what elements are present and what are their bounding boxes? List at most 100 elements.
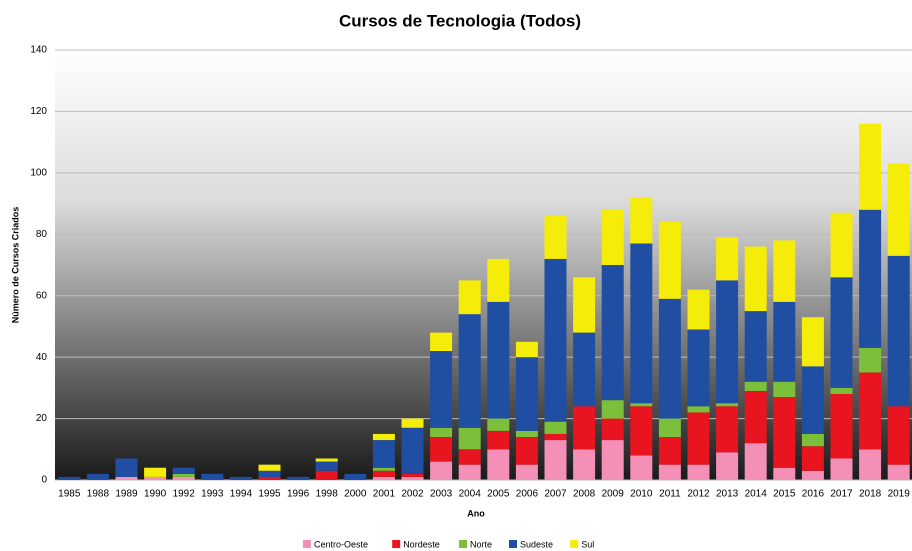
legend-label: Norte bbox=[470, 539, 492, 549]
x-tick-label: 2012 bbox=[687, 489, 710, 500]
bar-segment bbox=[887, 464, 910, 480]
bar-segment bbox=[287, 476, 310, 480]
bar-segment bbox=[687, 406, 710, 413]
bar-segment bbox=[601, 209, 624, 265]
bar-segment bbox=[115, 458, 138, 477]
x-tick-label: 2014 bbox=[745, 489, 768, 500]
bar-segment bbox=[630, 243, 653, 404]
legend-label: Nordeste bbox=[403, 539, 440, 549]
x-tick-label: 1994 bbox=[230, 489, 253, 500]
bar-segment bbox=[830, 387, 853, 394]
legend-swatch bbox=[570, 540, 579, 548]
x-tick-label: 1992 bbox=[173, 489, 196, 500]
y-tick-label: 140 bbox=[30, 45, 47, 56]
bar-segment bbox=[401, 476, 424, 480]
bar-segment bbox=[172, 467, 195, 474]
bar-segment bbox=[601, 440, 624, 480]
x-tick-label: 2016 bbox=[802, 489, 825, 500]
x-tick-label: 2010 bbox=[630, 489, 653, 500]
bar-segment bbox=[515, 437, 538, 465]
bar-segment bbox=[401, 473, 424, 477]
x-tick-label: 1995 bbox=[258, 489, 281, 500]
bar-segment bbox=[830, 458, 853, 480]
bar-segment bbox=[601, 265, 624, 401]
bar-segment bbox=[372, 440, 395, 468]
bar-segment bbox=[573, 332, 596, 407]
bar-segment bbox=[401, 427, 424, 474]
bar-segment bbox=[801, 366, 824, 434]
bar-segment bbox=[458, 280, 481, 315]
bar-segment bbox=[515, 430, 538, 437]
bar-segment bbox=[859, 123, 882, 210]
bar-segment bbox=[744, 381, 767, 391]
bar-segment bbox=[544, 433, 567, 441]
bar-segment bbox=[859, 209, 882, 348]
bar-segment bbox=[544, 440, 567, 480]
bar-segment bbox=[887, 255, 910, 407]
bar-segment bbox=[458, 464, 481, 480]
bar-segment bbox=[859, 347, 882, 373]
y-tick-label: 40 bbox=[36, 352, 48, 363]
x-tick-label: 2000 bbox=[344, 489, 367, 500]
bar-segment bbox=[716, 403, 739, 407]
bar-segment bbox=[201, 473, 224, 480]
bar-segment bbox=[258, 476, 281, 480]
bar-segment bbox=[801, 446, 824, 471]
bar-segment bbox=[86, 473, 109, 480]
bar-segment bbox=[115, 476, 138, 480]
bar-segment bbox=[630, 406, 653, 456]
bar-segment bbox=[458, 427, 481, 450]
bar-segment bbox=[801, 317, 824, 367]
x-tick-label: 2003 bbox=[430, 489, 453, 500]
x-tick-label: 2018 bbox=[859, 489, 882, 500]
bar-segment bbox=[430, 461, 453, 480]
bar-segment bbox=[630, 197, 653, 244]
x-tick-label: 2013 bbox=[716, 489, 739, 500]
bar-segment bbox=[172, 476, 195, 480]
bar-segment bbox=[744, 311, 767, 382]
x-tick-label: 1998 bbox=[316, 489, 339, 500]
bar-segment bbox=[430, 427, 453, 437]
bar-segment bbox=[487, 430, 510, 450]
x-tick-label: 1989 bbox=[115, 489, 138, 500]
bar-segment bbox=[658, 464, 681, 480]
legend-label: Sul bbox=[581, 539, 594, 549]
bar-segment bbox=[515, 464, 538, 480]
bar-segment bbox=[544, 215, 567, 259]
bar-segment bbox=[773, 381, 796, 398]
bar-segment bbox=[315, 470, 338, 480]
bar-segment bbox=[601, 400, 624, 419]
y-tick-label: 20 bbox=[36, 413, 48, 424]
bar-segment bbox=[773, 301, 796, 382]
bar-segment bbox=[430, 437, 453, 462]
y-axis-title: Número de Cursos Criados bbox=[10, 207, 20, 324]
bar-segment bbox=[773, 467, 796, 480]
bar-segment bbox=[487, 449, 510, 480]
bar-segment bbox=[315, 458, 338, 462]
bar-segment bbox=[573, 277, 596, 333]
legend-label: Centro-Oeste bbox=[314, 539, 368, 549]
x-tick-label: 2009 bbox=[602, 489, 625, 500]
bar-segment bbox=[372, 476, 395, 480]
bar-segment bbox=[744, 246, 767, 312]
y-tick-label: 60 bbox=[36, 290, 48, 301]
bar-segment bbox=[544, 258, 567, 422]
x-tick-label: 1993 bbox=[201, 489, 224, 500]
bar-segment bbox=[258, 464, 281, 471]
bar-segment bbox=[229, 476, 252, 480]
bar-segment bbox=[515, 341, 538, 358]
bar-segment bbox=[172, 473, 195, 477]
bar-segment bbox=[716, 406, 739, 453]
y-tick-label: 120 bbox=[30, 106, 47, 117]
bar-segment bbox=[515, 357, 538, 431]
bar-segment bbox=[773, 397, 796, 468]
bar-segment bbox=[372, 470, 395, 477]
bar-segment bbox=[830, 277, 853, 388]
x-tick-label: 1988 bbox=[87, 489, 110, 500]
bar-segment bbox=[144, 467, 167, 477]
bar-segment bbox=[744, 443, 767, 480]
bar-segment bbox=[573, 406, 596, 450]
bar-segment bbox=[430, 351, 453, 428]
bar-segment bbox=[830, 212, 853, 278]
